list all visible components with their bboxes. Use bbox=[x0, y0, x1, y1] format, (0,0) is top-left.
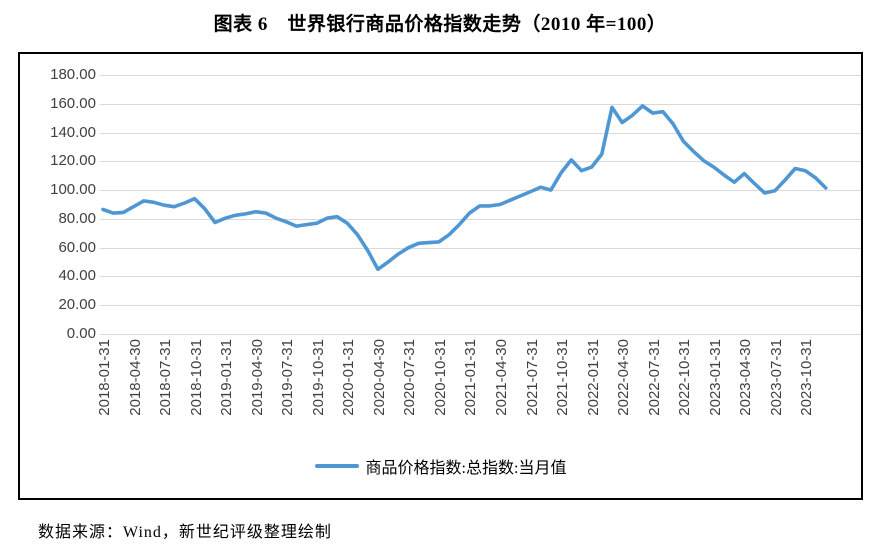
legend-label: 商品价格指数:总指数:当月值 bbox=[365, 460, 567, 477]
line-plot bbox=[101, 104, 828, 272]
gridline bbox=[100, 103, 861, 105]
data-source-note: 数据来源：Wind，新世纪评级整理绘制 bbox=[38, 524, 332, 541]
gridline bbox=[100, 132, 861, 134]
y-axis-tick-label: 80.00 bbox=[58, 209, 96, 227]
y-axis-tick-label: 120.00 bbox=[50, 152, 96, 170]
gridline bbox=[100, 218, 861, 220]
series-line bbox=[101, 104, 828, 272]
y-axis-tick-label: 140.00 bbox=[50, 123, 96, 141]
y-axis-tick-label: 60.00 bbox=[58, 238, 96, 256]
gridline bbox=[100, 190, 861, 192]
y-axis-tick-label: 180.00 bbox=[50, 66, 96, 83]
y-axis-tick-label: 0.00 bbox=[66, 325, 96, 342]
y-axis-tick-label: 100.00 bbox=[50, 181, 96, 199]
chart-container: 180.00 160.00 140.00 120.00 100.00 80.00 60.00… bbox=[18, 52, 863, 500]
y-axis-tick-label: 160.00 bbox=[50, 94, 96, 112]
y-axis-tick-label: 40.00 bbox=[58, 267, 96, 285]
chart-title: 图表 6 世界银行商品价格指数走势（2010 年=100） bbox=[213, 14, 667, 35]
gridline bbox=[100, 305, 861, 307]
gridline bbox=[100, 75, 861, 76]
y-axis-tick-label: 20.00 bbox=[58, 296, 96, 314]
gridline bbox=[100, 276, 861, 278]
gridline bbox=[100, 334, 861, 335]
gridline bbox=[100, 161, 861, 163]
legend: 商品价格指数:总指数:当月值 bbox=[20, 454, 861, 478]
legend-line-swatch bbox=[314, 464, 359, 468]
gridline bbox=[100, 247, 861, 249]
